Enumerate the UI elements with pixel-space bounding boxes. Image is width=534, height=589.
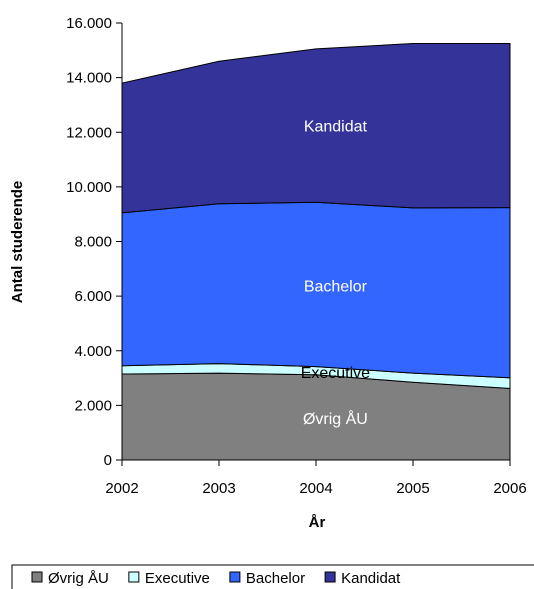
series-inline-labels: Øvrig ÅU Executive Bachelor Kandidat <box>301 119 370 429</box>
x-tick-group: 2002 2003 2004 2005 2006 <box>105 460 527 497</box>
y-tick-label: 6.000 <box>74 288 112 305</box>
series-label-2: Executive <box>301 365 370 382</box>
x-tick-label: 2004 <box>299 480 332 497</box>
y-tick-label: 4.000 <box>74 343 112 360</box>
legend-label-2: Executive <box>145 570 210 587</box>
legend-swatch-2 <box>128 571 140 583</box>
legend-label-4: Kandidat <box>341 570 401 587</box>
legend-label-1: Øvrig ÅU <box>48 570 109 587</box>
x-tick-label: 2006 <box>493 480 526 497</box>
y-tick-label: 2.000 <box>74 397 112 414</box>
y-tick-label: 10.000 <box>66 179 112 196</box>
legend-label-3: Bachelor <box>246 570 305 587</box>
legend-swatch-4 <box>324 571 336 583</box>
area-series-group <box>121 43 511 461</box>
y-tick-label: 8.000 <box>74 234 112 251</box>
x-tick-label: 2005 <box>396 480 429 497</box>
x-axis-title: År <box>309 514 326 531</box>
legend-swatch-3 <box>229 571 241 583</box>
y-tick-label: 16.000 <box>66 15 112 32</box>
x-tick-label: 2002 <box>105 480 138 497</box>
area-series-4 <box>121 43 511 214</box>
series-label-3: Bachelor <box>304 279 368 296</box>
y-tick-group: 0 2.000 4.000 6.000 8.000 10.000 12.000 14.000 1… <box>66 15 122 469</box>
legend-box <box>11 564 534 589</box>
legend-swatch-1 <box>31 571 43 583</box>
y-tick-label: 14.000 <box>66 70 112 87</box>
y-tick-label: 12.000 <box>66 124 112 141</box>
y-axis-title: Antal studerende <box>9 181 26 304</box>
x-tick-label: 2003 <box>202 480 235 497</box>
series-label-1: Øvrig ÅU <box>303 409 368 428</box>
y-tick-label: 0 <box>104 452 112 469</box>
series-label-4: Kandidat <box>304 119 368 136</box>
legend: Øvrig ÅU Executive Bachelor Kandidat <box>11 564 534 589</box>
